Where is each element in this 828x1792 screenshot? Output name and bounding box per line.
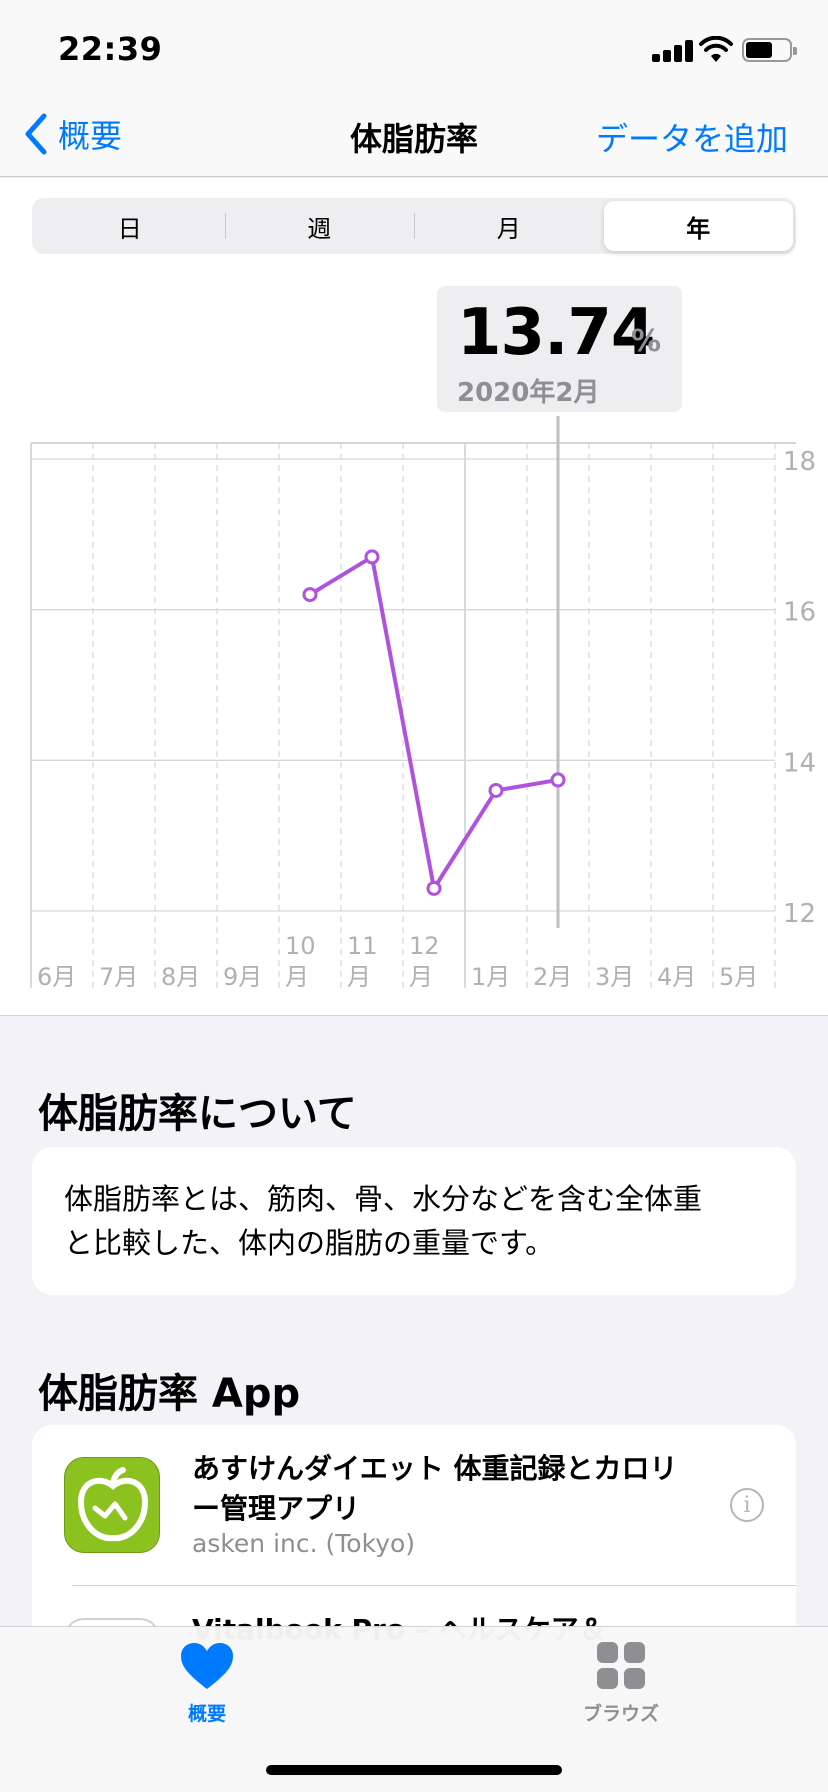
x-tick-label: 1月 xyxy=(471,963,510,991)
heart-icon xyxy=(181,1643,233,1689)
add-data-button[interactable]: データを追加 xyxy=(595,120,788,158)
y-tick-label: 16 xyxy=(783,598,816,628)
chevron-left-icon xyxy=(25,113,47,155)
x-tick-label: 7月 xyxy=(99,963,138,991)
callout-unit: % xyxy=(631,324,662,359)
data-point xyxy=(426,880,442,896)
x-tick-label: 11 xyxy=(347,932,378,960)
segment-year[interactable]: 年 xyxy=(603,201,793,251)
x-tick-label: 9月 xyxy=(223,963,262,991)
app-developer: asken inc. (Tokyo) xyxy=(192,1529,416,1558)
wifi-icon xyxy=(699,36,733,62)
cellular-signal-icon xyxy=(652,38,702,62)
data-point xyxy=(550,772,566,788)
tab-label: 概要 xyxy=(187,1703,226,1725)
tab-summary[interactable]: 概要 xyxy=(142,1641,272,1726)
about-heading: 体脂肪率について xyxy=(38,1091,357,1137)
x-tick-label: 12 xyxy=(409,932,440,960)
app-name-line: ー管理アプリ xyxy=(192,1492,361,1525)
back-label: 概要 xyxy=(58,117,123,155)
y-tick-label: 14 xyxy=(783,748,816,778)
callout-date: 2020年2月 xyxy=(457,378,600,408)
app-row[interactable]: あすけんダイエット 体重記録とカロリ ー管理アプリ asken inc. (To… xyxy=(32,1425,796,1586)
chart-panel: 12 14 16 18 6月 7月 8月 9月 10 月 11 月 12 月 1月 2月 3月 4月 5月 日 週 … xyxy=(0,178,828,1016)
y-tick-label: 12 xyxy=(783,899,816,929)
x-tick-label: 8月 xyxy=(161,963,200,991)
tab-bar: 概要 ブラウズ xyxy=(0,1626,828,1792)
about-card: 体脂肪率とは、筋肉、骨、水分などを含む全体重 と比較した、体内の脂肪の重量です。 xyxy=(32,1147,796,1295)
back-button[interactable]: 概要 xyxy=(24,112,122,156)
tab-browse[interactable]: ブラウズ xyxy=(556,1641,686,1726)
about-text-line: 体脂肪率とは、筋肉、骨、水分などを含む全体重 xyxy=(64,1182,703,1216)
navigation-bar: 概要 体脂肪率 データを追加 xyxy=(0,100,828,177)
segment-label: 年 xyxy=(686,214,711,243)
selected-value-callout: 13.74 % 2020年2月 xyxy=(437,286,682,412)
status-bar: 22:39 xyxy=(0,0,828,100)
data-point xyxy=(488,782,504,798)
x-tick-label: 2月 xyxy=(533,963,572,991)
data-point xyxy=(302,587,318,603)
x-tick-label: 4月 xyxy=(657,963,696,991)
tab-label: ブラウズ xyxy=(582,1703,659,1725)
x-tick-label: 6月 xyxy=(37,963,76,991)
segment-label: 日 xyxy=(117,214,142,243)
callout-value: 13.74 xyxy=(457,296,655,370)
battery-icon xyxy=(742,38,797,62)
app-name-line: あすけんダイエット 体重記録とカロリ xyxy=(192,1452,678,1485)
data-point xyxy=(364,549,380,565)
info-icon[interactable]: i xyxy=(730,1488,764,1522)
x-tick-label: 月 xyxy=(409,963,433,991)
series-line xyxy=(308,554,560,891)
y-tick-label: 18 xyxy=(783,447,816,477)
segment-label: 月 xyxy=(496,214,521,243)
apps-heading: 体脂肪率 App xyxy=(38,1371,301,1417)
x-tick-label: 10 xyxy=(285,932,316,960)
time-range-segmented-control: 日 週 月 年 xyxy=(32,198,796,254)
segment-day[interactable]: 日 xyxy=(35,201,225,251)
x-tick-label: 月 xyxy=(347,963,371,991)
x-tick-label: 月 xyxy=(285,963,309,991)
x-tick-label: 5月 xyxy=(719,963,758,991)
grid-icon xyxy=(597,1642,645,1689)
apps-card: あすけんダイエット 体重記録とカロリ ー管理アプリ asken inc. (To… xyxy=(32,1425,796,1792)
segment-month[interactable]: 月 xyxy=(414,201,604,251)
about-text-line: と比較した、体内の脂肪の重量です。 xyxy=(64,1226,555,1260)
divider xyxy=(72,1585,796,1586)
segment-label: 週 xyxy=(307,214,332,243)
status-time: 22:39 xyxy=(58,30,163,68)
segment-week[interactable]: 週 xyxy=(224,201,415,251)
apple-scale-icon xyxy=(64,1457,160,1553)
x-tick-label: 3月 xyxy=(595,963,634,991)
body-fat-chart[interactable]: 12 14 16 18 6月 7月 8月 9月 10 月 11 月 12 月 1月 2月 3月 4月 5月 xyxy=(0,178,828,1016)
home-indicator xyxy=(266,1765,562,1775)
app-name: あすけんダイエット 体重記録とカロリ ー管理アプリ xyxy=(192,1449,692,1529)
